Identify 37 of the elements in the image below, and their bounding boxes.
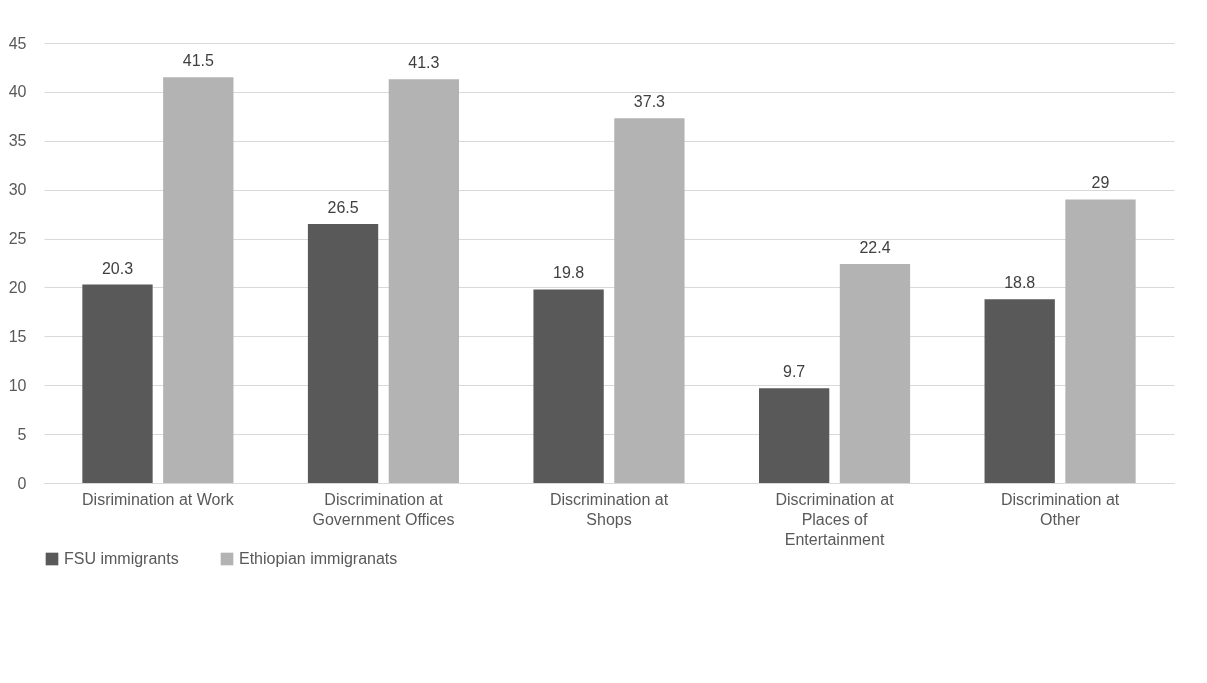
x-tick-label: Discrimination at Other: [1000, 490, 1120, 528]
data-label: 9.7: [783, 363, 806, 381]
y-tick-label: 0: [17, 474, 27, 492]
bar: [1065, 199, 1136, 483]
bar: [307, 223, 379, 483]
data-label: 41.3: [408, 54, 440, 72]
y-tick-label: 15: [8, 327, 27, 345]
y-tick-label: 10: [8, 376, 27, 394]
data-label: 29: [1091, 174, 1110, 192]
data-label: 41.5: [182, 52, 214, 70]
data-label: 18.8: [1004, 274, 1036, 292]
legend-label: Ethiopian immigranats: [239, 550, 398, 567]
data-label: 37.3: [633, 93, 666, 111]
y-tick-label: 30: [8, 181, 27, 199]
y-tick-label: 5: [17, 425, 27, 443]
x-tick-label: Discrimination at Places of Entertainment: [775, 490, 895, 548]
bar: [82, 284, 153, 483]
bar: [984, 299, 1055, 483]
bar: [388, 79, 460, 483]
x-tick-label: Discrimination at Government Offices: [312, 490, 455, 528]
bar: [533, 289, 604, 483]
legend-label: FSU immigrants: [64, 550, 179, 567]
bar: [839, 263, 911, 483]
x-tick-label: Discrimination at Shops: [549, 490, 669, 528]
y-tick-label: 45: [8, 34, 27, 52]
y-tick-label: 20: [8, 278, 27, 296]
data-label: 22.4: [859, 238, 891, 256]
data-label: 20.3: [101, 259, 134, 277]
x-tick-label: Disrimination at Work: [82, 490, 235, 508]
bar: [614, 118, 685, 483]
bar: [163, 77, 234, 483]
y-tick-label: 40: [8, 83, 27, 101]
data-label: 26.5: [327, 198, 359, 216]
y-tick-label: 25: [8, 230, 27, 248]
bar: [758, 388, 830, 483]
data-label: 19.8: [553, 264, 585, 282]
y-tick-label: 35: [8, 132, 27, 150]
